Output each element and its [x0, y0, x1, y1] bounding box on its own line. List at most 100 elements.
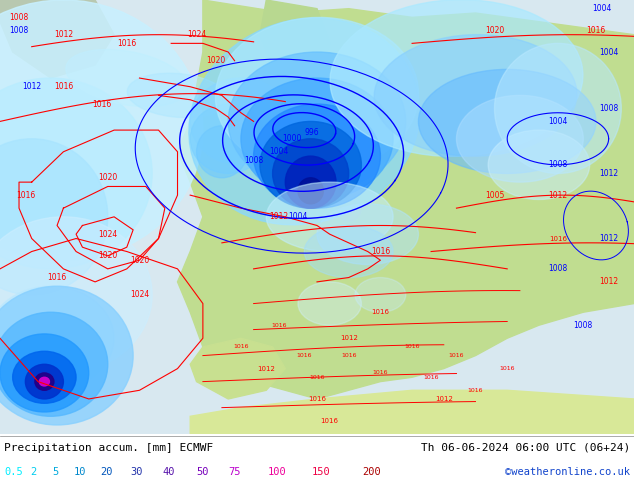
- Text: 1008: 1008: [10, 13, 29, 22]
- Ellipse shape: [418, 70, 596, 173]
- Ellipse shape: [241, 78, 393, 199]
- Text: 1004: 1004: [599, 48, 618, 56]
- Ellipse shape: [254, 104, 380, 208]
- Ellipse shape: [25, 364, 63, 399]
- Text: 1008: 1008: [244, 156, 263, 165]
- Ellipse shape: [0, 334, 89, 412]
- Text: 2: 2: [30, 467, 36, 477]
- Ellipse shape: [39, 377, 49, 386]
- Text: 1004: 1004: [288, 212, 307, 221]
- Text: 1020: 1020: [130, 256, 149, 265]
- Ellipse shape: [456, 96, 583, 182]
- Text: 996: 996: [304, 128, 320, 137]
- Text: 1016: 1016: [586, 26, 605, 35]
- Text: 100: 100: [268, 467, 287, 477]
- Text: 1012: 1012: [340, 335, 358, 341]
- Ellipse shape: [304, 225, 393, 277]
- Text: 1016: 1016: [321, 417, 339, 424]
- Ellipse shape: [298, 178, 323, 204]
- Ellipse shape: [279, 156, 317, 173]
- Ellipse shape: [0, 217, 152, 373]
- Text: 0.5: 0.5: [4, 467, 23, 477]
- Text: 5: 5: [52, 467, 58, 477]
- Text: 1016: 1016: [500, 366, 515, 371]
- Text: 1016: 1016: [404, 344, 420, 349]
- Text: 1016: 1016: [424, 375, 439, 380]
- Text: 1012: 1012: [599, 234, 618, 243]
- Text: ©weatheronline.co.uk: ©weatheronline.co.uk: [505, 467, 630, 477]
- Text: 1000: 1000: [282, 134, 301, 143]
- PathPatch shape: [190, 338, 285, 399]
- PathPatch shape: [260, 0, 330, 87]
- Ellipse shape: [216, 18, 418, 173]
- Ellipse shape: [336, 195, 361, 221]
- Text: 1024: 1024: [98, 230, 117, 239]
- Ellipse shape: [228, 52, 406, 191]
- Text: 75: 75: [228, 467, 240, 477]
- Ellipse shape: [330, 0, 583, 156]
- Text: 1016: 1016: [341, 353, 356, 358]
- Text: 200: 200: [362, 467, 381, 477]
- Text: 1012: 1012: [435, 396, 453, 402]
- Text: Th 06-06-2024 06:00 UTC (06+24): Th 06-06-2024 06:00 UTC (06+24): [421, 443, 630, 453]
- Text: 40: 40: [162, 467, 174, 477]
- Ellipse shape: [488, 130, 590, 199]
- Text: 1016: 1016: [373, 370, 388, 375]
- Text: 150: 150: [312, 467, 331, 477]
- Text: 1020: 1020: [98, 251, 117, 260]
- Ellipse shape: [285, 156, 336, 208]
- Text: 1005: 1005: [485, 191, 504, 199]
- Text: 20: 20: [100, 467, 112, 477]
- Ellipse shape: [0, 286, 114, 390]
- Text: 1016: 1016: [308, 396, 326, 402]
- Text: 1012: 1012: [599, 169, 618, 178]
- Ellipse shape: [127, 73, 228, 118]
- Text: 1008: 1008: [548, 160, 567, 169]
- Text: 1008: 1008: [599, 104, 618, 113]
- Ellipse shape: [13, 351, 76, 403]
- Text: 1012: 1012: [54, 30, 73, 39]
- Text: 1012: 1012: [257, 366, 275, 371]
- Text: 1016: 1016: [16, 191, 35, 199]
- Text: 1012: 1012: [599, 277, 618, 286]
- Ellipse shape: [197, 126, 247, 178]
- Text: 1024: 1024: [130, 291, 149, 299]
- Text: 1012: 1012: [22, 82, 41, 91]
- Text: 1016: 1016: [117, 39, 136, 48]
- Ellipse shape: [374, 35, 577, 156]
- Ellipse shape: [317, 204, 418, 265]
- Text: 1004: 1004: [548, 117, 567, 126]
- Text: 1016: 1016: [449, 353, 464, 358]
- Text: 1016: 1016: [468, 388, 483, 393]
- Text: 30: 30: [130, 467, 143, 477]
- Ellipse shape: [298, 282, 361, 325]
- Text: 1016: 1016: [297, 353, 312, 358]
- Text: 1016: 1016: [48, 273, 67, 282]
- Text: 1012: 1012: [548, 191, 567, 199]
- Text: 1008: 1008: [574, 321, 593, 330]
- Text: 50: 50: [196, 467, 209, 477]
- Ellipse shape: [190, 104, 266, 173]
- Text: 1004: 1004: [593, 4, 612, 13]
- Ellipse shape: [495, 44, 621, 173]
- Text: 1008: 1008: [10, 26, 29, 35]
- Text: 1016: 1016: [549, 236, 567, 242]
- Text: 1004: 1004: [269, 147, 288, 156]
- Ellipse shape: [0, 286, 133, 425]
- Text: 1016: 1016: [372, 309, 389, 315]
- Text: 1016: 1016: [54, 82, 73, 91]
- Ellipse shape: [0, 139, 108, 295]
- Text: 1024: 1024: [187, 30, 206, 39]
- Text: 1008: 1008: [548, 265, 567, 273]
- Text: 10: 10: [74, 467, 86, 477]
- Text: Precipitation accum. [mm] ECMWF: Precipitation accum. [mm] ECMWF: [4, 443, 213, 453]
- Text: 1016: 1016: [233, 344, 249, 349]
- PathPatch shape: [190, 390, 634, 434]
- Ellipse shape: [66, 49, 188, 107]
- PathPatch shape: [203, 108, 235, 143]
- Text: 1016: 1016: [92, 99, 111, 109]
- PathPatch shape: [0, 0, 114, 78]
- Text: 1016: 1016: [309, 375, 325, 380]
- Text: 1020: 1020: [206, 56, 225, 65]
- Ellipse shape: [260, 122, 361, 208]
